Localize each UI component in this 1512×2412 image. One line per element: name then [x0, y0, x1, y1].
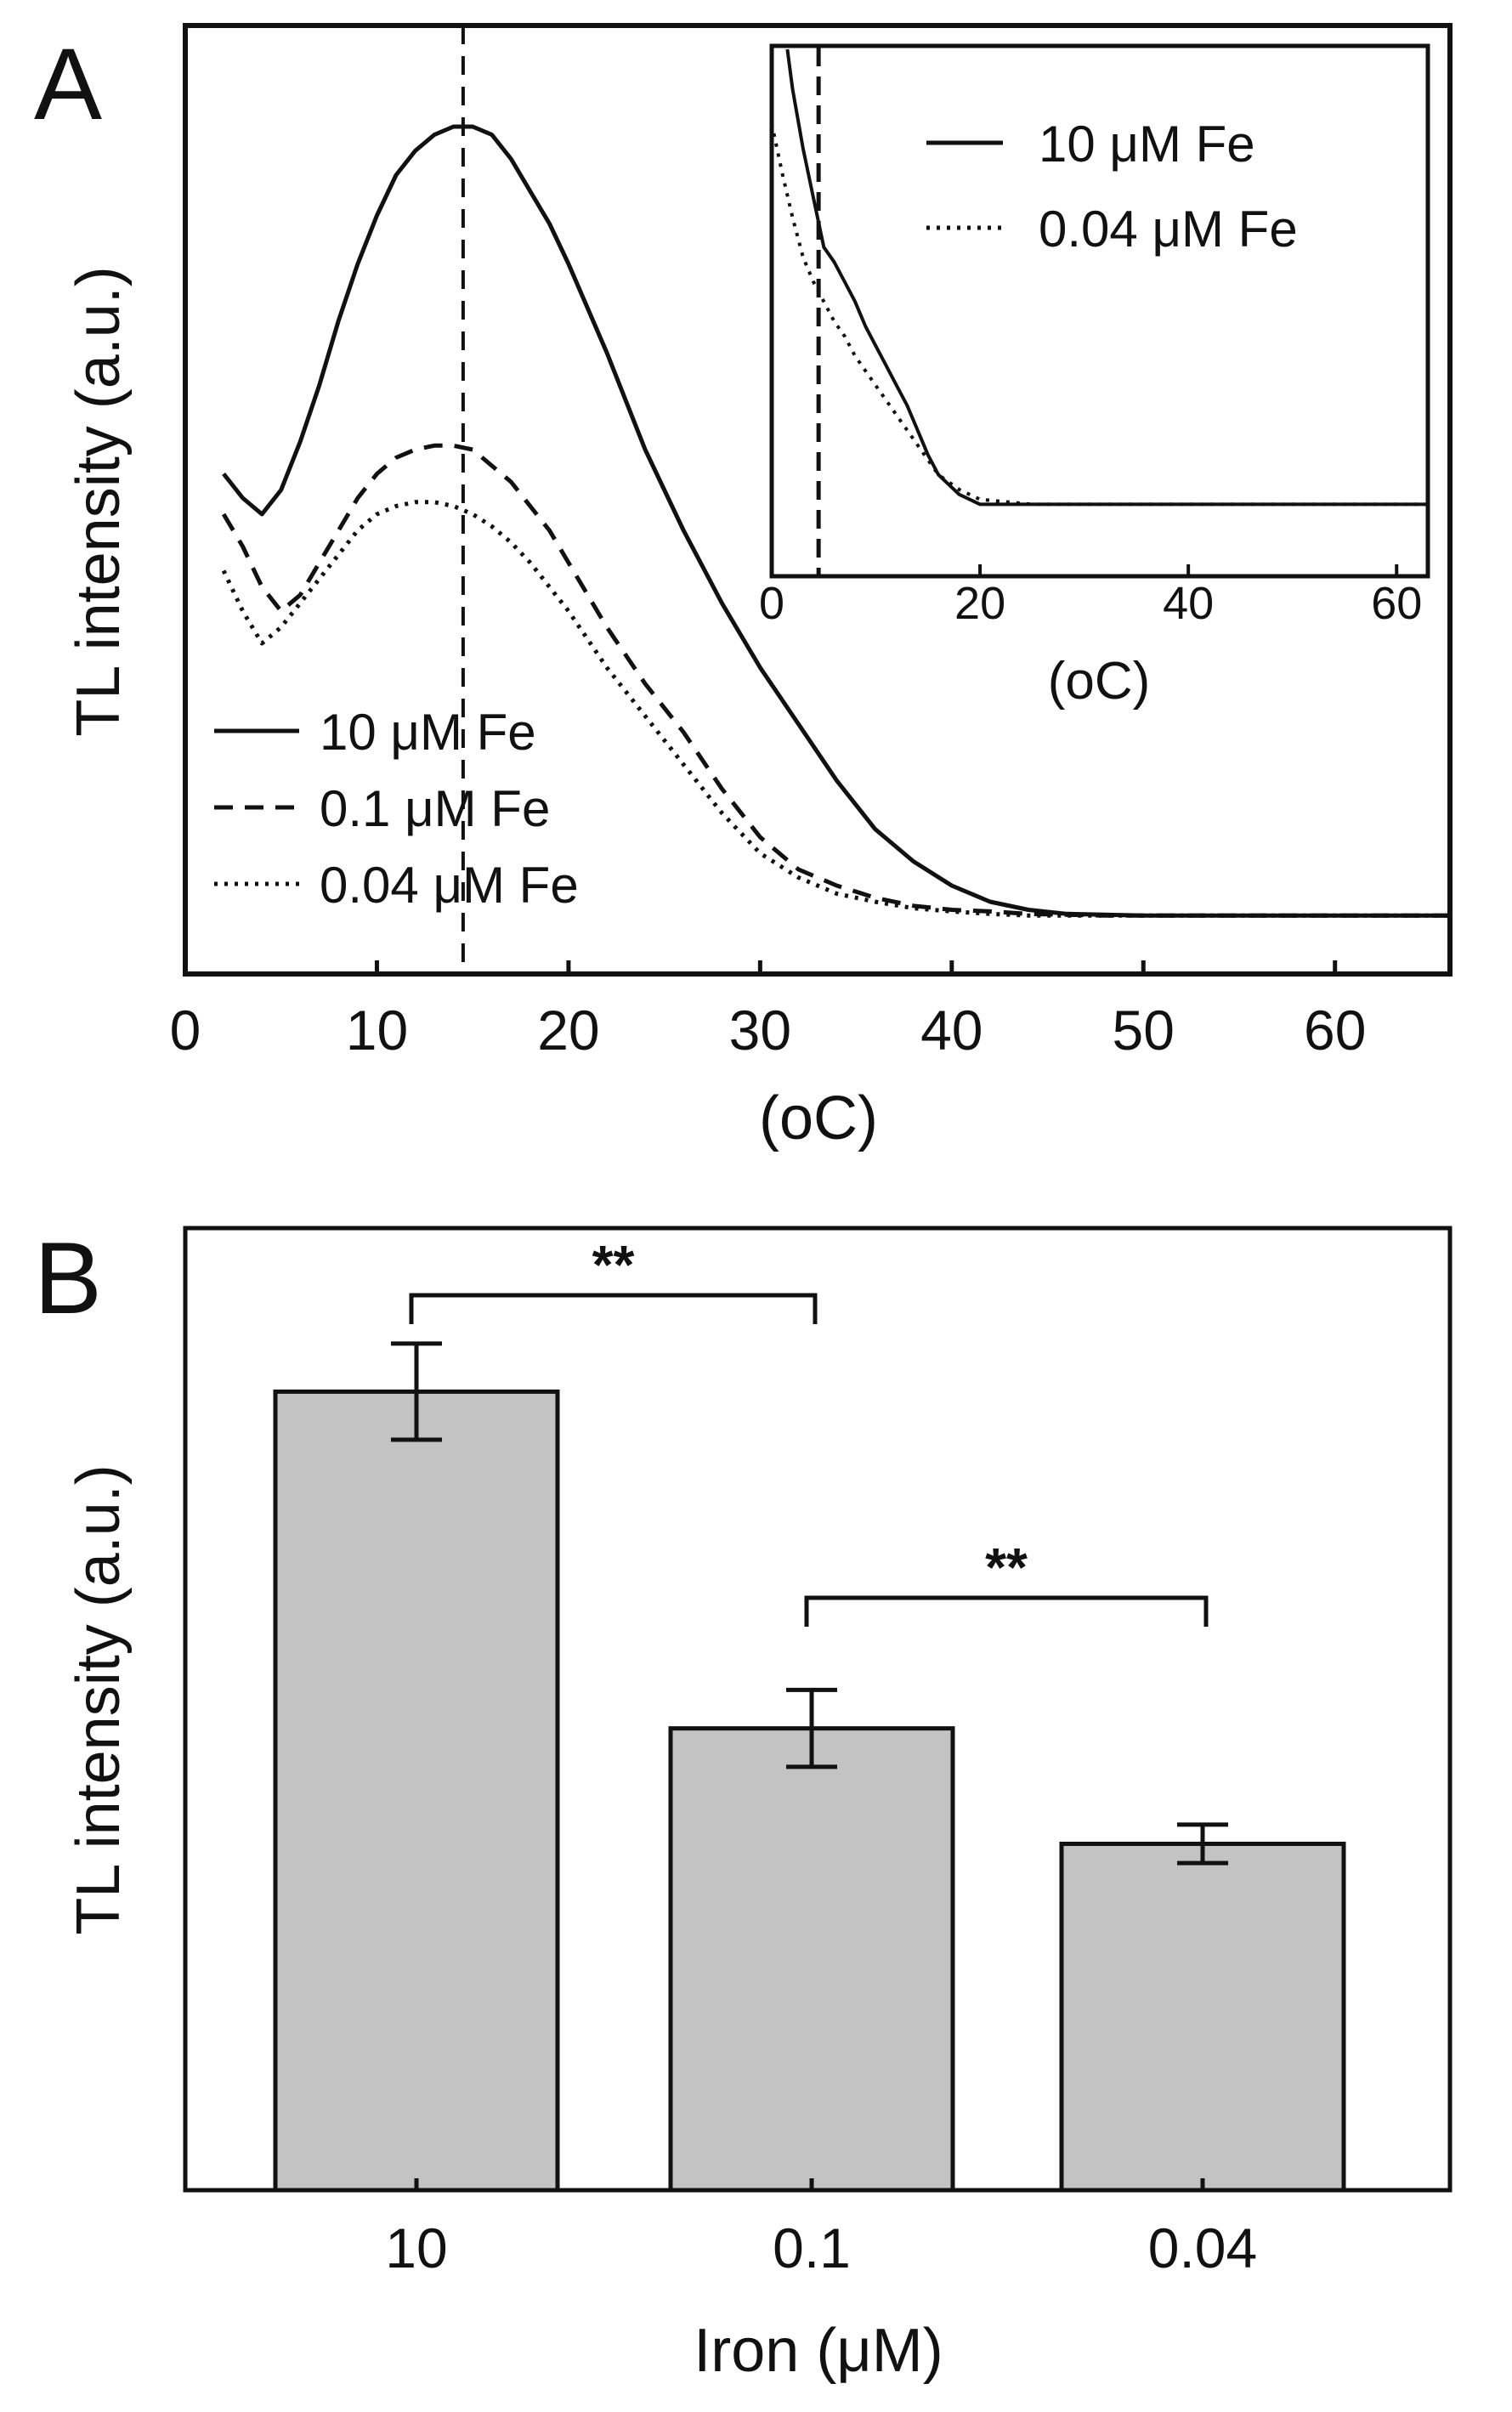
inset-legend-label-0-04uM: 0.04 μM Fe: [1039, 201, 1298, 258]
b-x-tick-label-10: 10: [385, 2217, 447, 2279]
panel-a-label: A: [34, 27, 102, 141]
bar-10: [273, 1389, 560, 2193]
bar-0-04: [1059, 1841, 1346, 2193]
b-x-tick-label-0-04: 0.04: [1148, 2217, 1257, 2279]
series-line-0-04-m-fe: [221, 500, 1450, 918]
inset-x-axis: 0 20 40 60: [759, 564, 1422, 629]
inset-legend: 10 μM Fe 0.04 μM Fe: [926, 116, 1298, 258]
x-tick-label-20: 20: [537, 999, 599, 1062]
significance-label-0-1-0-04: **: [985, 1537, 1028, 1598]
x-tick-label-60: 60: [1304, 999, 1366, 1062]
panel-a: A 0 10 20 30 40 50 60 TL intensity (a.u.) (oC)…: [34, 23, 1453, 1152]
inset-series: [770, 48, 1428, 575]
panel-b: B 10 0.1 0.04 ** ** TL intensity (a.u.) Iro…: [34, 1221, 1453, 2385]
x-tick-label-30: 30: [729, 999, 791, 1062]
panel-b-y-axis-label: TL intensity (a.u.): [65, 1464, 133, 1935]
panel-a-plot-frame: [183, 23, 1453, 977]
inset-x-tick-label-60: 60: [1371, 578, 1422, 629]
x-tick-label-50: 50: [1113, 999, 1175, 1062]
b-x-tick-label-0-1: 0.1: [773, 2217, 851, 2279]
inset-x-axis-label: (oC): [1048, 652, 1151, 711]
significance-label-10-0-1: **: [592, 1234, 635, 1295]
panel-a-series: [221, 25, 1450, 974]
series-line-10-m-fe: [222, 124, 1450, 918]
panel-a-legend: 10 μM Fe 0.1 μM Fe 0.04 μM Fe: [214, 704, 579, 914]
x-tick-label-0: 0: [170, 999, 201, 1062]
panel-a-y-axis-label: TL intensity (a.u.): [65, 266, 133, 737]
significance-bracket-10-0-1: [409, 1293, 818, 1324]
series-line-0-1-m-fe: [221, 443, 1450, 918]
inset-plot-frame: [769, 43, 1430, 579]
panel-a-x-axis-label: (oC): [759, 1084, 878, 1152]
bar-0-1: [668, 1726, 955, 2193]
x-tick-label-40: 40: [920, 999, 983, 1062]
panel-b-x-axis-label: Iron (μM): [694, 2317, 943, 2385]
panel-b-significance: ** **: [409, 1234, 1209, 1627]
significance-bracket-0-1-0-04: [804, 1595, 1209, 1627]
panel-b-label: B: [34, 1221, 102, 1335]
inset-x-tick-label-20: 20: [954, 578, 1005, 629]
panel-a-x-axis: 0 10 20 30 40 50 60: [170, 960, 1366, 1062]
legend-label-10uM: 10 μM Fe: [320, 704, 536, 761]
legend-label-0-04uM: 0.04 μM Fe: [320, 857, 579, 914]
inset-x-tick-label-40: 40: [1163, 578, 1214, 629]
legend-label-0-1uM: 0.1 μM Fe: [320, 780, 550, 837]
x-tick-label-10: 10: [346, 999, 408, 1062]
inset-x-tick-label-0: 0: [759, 578, 784, 629]
inset-legend-label-10uM: 10 μM Fe: [1039, 116, 1255, 173]
panel-b-bars: 10 0.1 0.04: [273, 1341, 1346, 2279]
panel-a-inset: 0 20 40 60 (oC) 10 μM Fe 0.04 μM Fe: [759, 43, 1430, 711]
